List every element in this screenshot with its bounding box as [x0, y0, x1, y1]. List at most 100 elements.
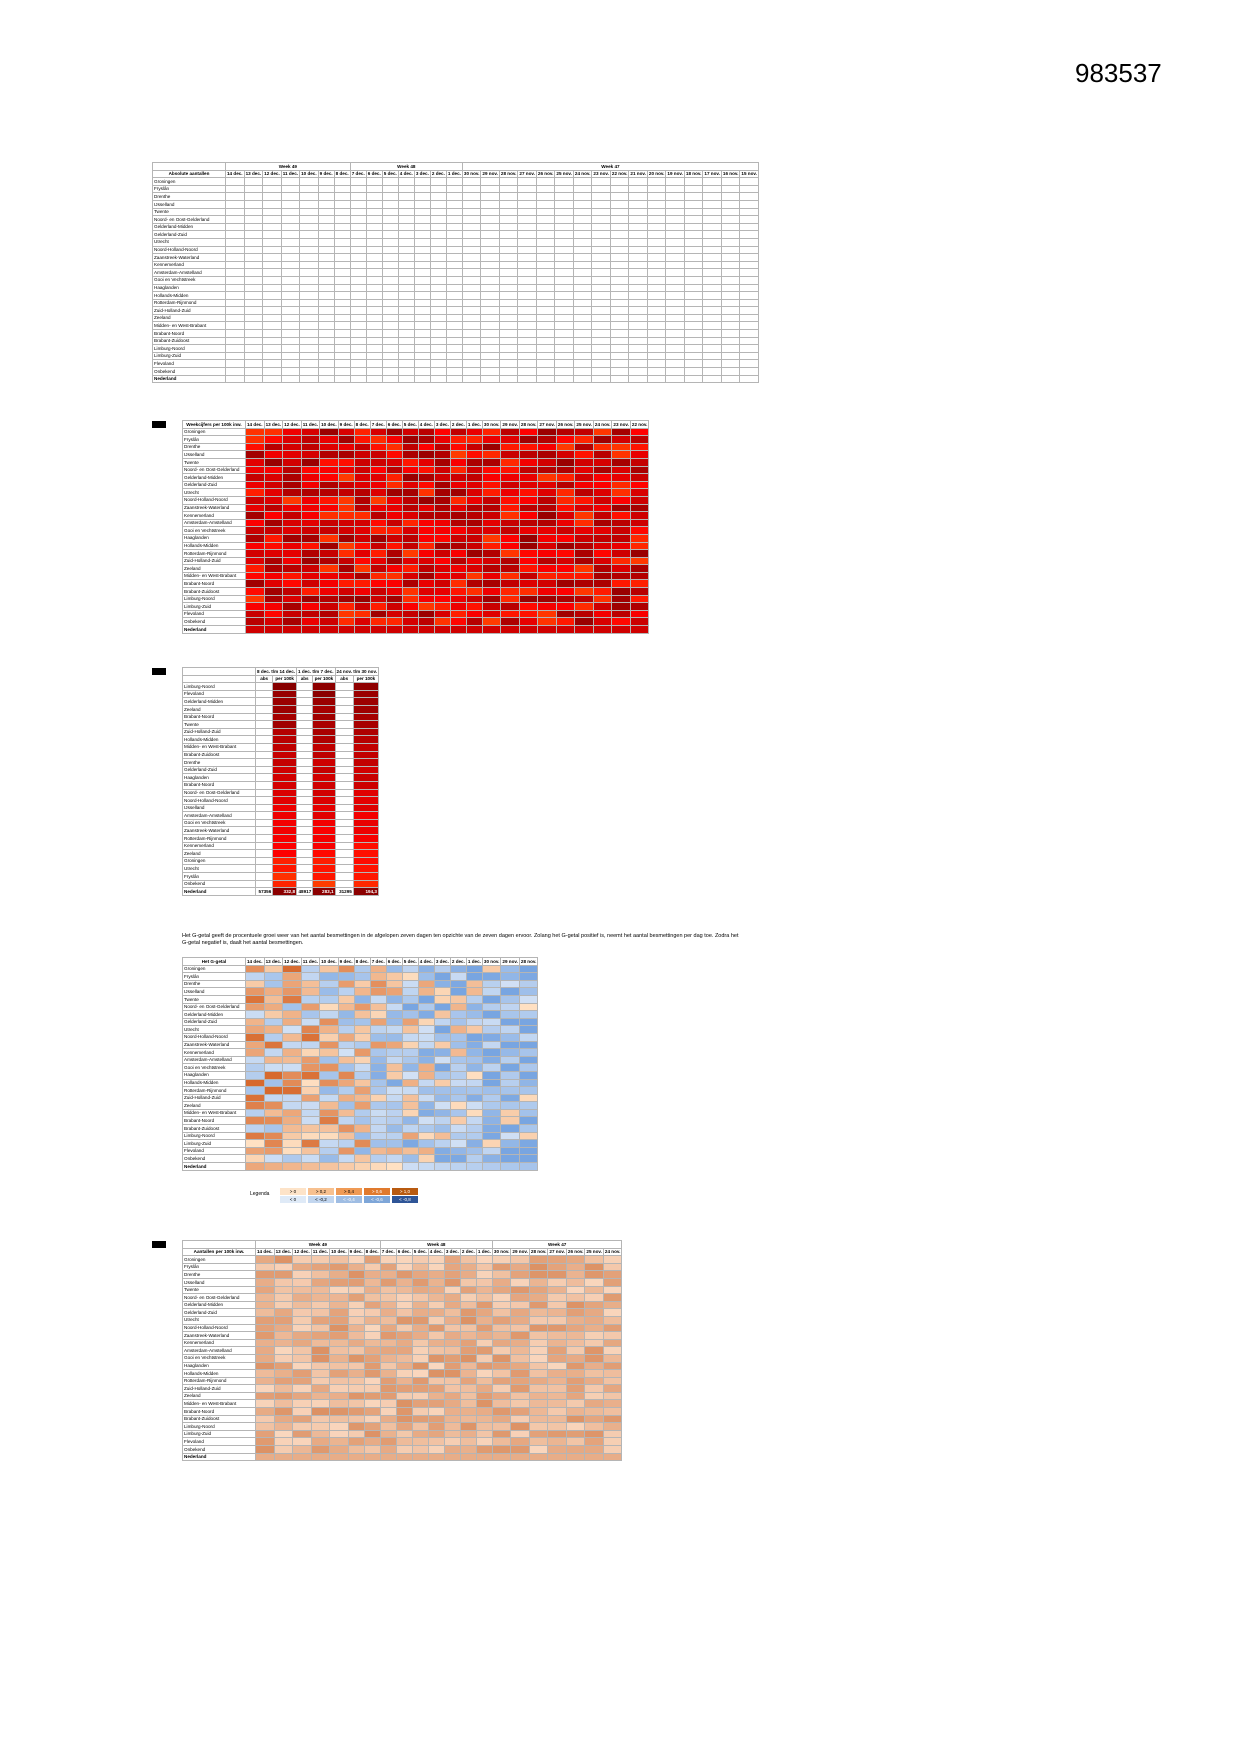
data-cell	[427, 1399, 445, 1409]
data-cell	[465, 1078, 483, 1088]
data-cell	[280, 367, 301, 376]
region-label: Gooi en Vechtstreek	[182, 526, 246, 535]
data-cell	[299, 374, 319, 384]
data-cell	[565, 1338, 586, 1348]
data-cell	[401, 457, 419, 467]
date-header: 11 dec.	[300, 957, 321, 966]
data-cell	[461, 306, 482, 315]
data-cell	[465, 480, 483, 490]
data-cell	[365, 306, 383, 315]
data-cell	[280, 298, 301, 308]
data-cell	[427, 1331, 445, 1340]
data-cell	[333, 344, 351, 353]
data-cell	[443, 1315, 461, 1325]
data-cell	[602, 1338, 623, 1348]
data-cell	[510, 1262, 530, 1272]
data-cell	[445, 207, 463, 217]
data-cell	[433, 594, 451, 604]
data-cell	[254, 872, 274, 881]
table-row: Twente	[182, 1285, 623, 1295]
data-cell	[429, 313, 447, 323]
data-cell	[518, 617, 539, 627]
region-label: Twente	[182, 1285, 256, 1295]
data-cell	[500, 979, 520, 989]
data-cell	[363, 1353, 381, 1363]
data-cell	[319, 465, 339, 475]
data-cell	[547, 1255, 567, 1264]
data-cell	[702, 215, 722, 224]
data-cell	[683, 245, 704, 255]
data-cell	[225, 275, 245, 285]
data-cell	[381, 275, 399, 285]
data-cell	[353, 1108, 371, 1118]
data-cell	[317, 237, 335, 247]
data-cell	[481, 503, 502, 513]
region-label: Groningen	[182, 427, 246, 437]
data-cell	[272, 727, 298, 737]
data-cell	[429, 374, 447, 384]
data-cell	[646, 268, 667, 277]
data-cell	[300, 571, 321, 581]
data-cell	[491, 1399, 512, 1409]
data-cell	[263, 579, 284, 589]
region-label: Rotterdam-Rijnmond	[182, 1086, 246, 1095]
data-cell	[555, 526, 576, 535]
data-cell	[611, 488, 631, 497]
data-cell	[245, 625, 265, 634]
data-cell	[381, 199, 399, 209]
data-cell	[475, 1293, 493, 1302]
table-row: Zeeland	[182, 849, 379, 858]
data-cell	[363, 1315, 381, 1325]
data-cell	[245, 579, 265, 589]
data-cell	[363, 1361, 381, 1371]
region-label: Noord-Holland-Noord	[182, 1323, 256, 1333]
data-cell	[417, 488, 435, 497]
data-cell	[433, 488, 451, 497]
data-cell	[255, 1407, 275, 1416]
data-cell	[574, 541, 594, 551]
data-cell	[349, 192, 367, 201]
data-cell	[628, 222, 648, 232]
data-cell	[225, 207, 245, 217]
data-cell	[739, 374, 759, 384]
date-header: 14 dec.	[225, 169, 245, 179]
table-row: Brabant-Noord	[152, 329, 759, 338]
data-cell	[352, 849, 379, 858]
data-cell	[475, 1399, 493, 1409]
data-cell	[280, 222, 301, 232]
data-cell	[449, 587, 467, 596]
data-cell	[369, 1093, 387, 1103]
data-cell	[245, 1002, 265, 1012]
data-cell	[518, 1162, 539, 1171]
data-cell	[255, 1293, 275, 1302]
data-cell	[465, 617, 483, 627]
data-cell	[720, 313, 741, 323]
data-cell	[411, 1285, 429, 1295]
data-cell	[369, 1002, 387, 1012]
data-cell	[254, 841, 274, 851]
data-cell	[574, 457, 594, 467]
data-cell	[319, 1010, 339, 1019]
data-cell	[417, 526, 435, 535]
data-cell	[225, 321, 245, 331]
data-cell	[365, 268, 383, 277]
data-cell	[300, 1048, 321, 1057]
data-cell	[369, 1108, 387, 1118]
date-header: 30 nov.	[481, 420, 502, 429]
data-cell	[459, 1315, 477, 1325]
data-cell	[417, 602, 435, 611]
data-cell	[365, 351, 383, 361]
data-cell	[310, 1391, 331, 1401]
data-cell	[628, 298, 648, 308]
table-title: Absolute aantallen	[152, 169, 226, 179]
data-cell	[317, 177, 335, 186]
data-cell	[500, 1139, 520, 1148]
data-cell	[245, 1063, 265, 1072]
region-label: Fryslân	[182, 872, 256, 881]
data-cell	[310, 1445, 331, 1454]
data-cell	[480, 230, 500, 239]
data-cell	[429, 298, 447, 308]
data-cell	[334, 796, 354, 805]
region-label: Utrecht	[152, 237, 226, 247]
data-cell	[427, 1277, 445, 1287]
